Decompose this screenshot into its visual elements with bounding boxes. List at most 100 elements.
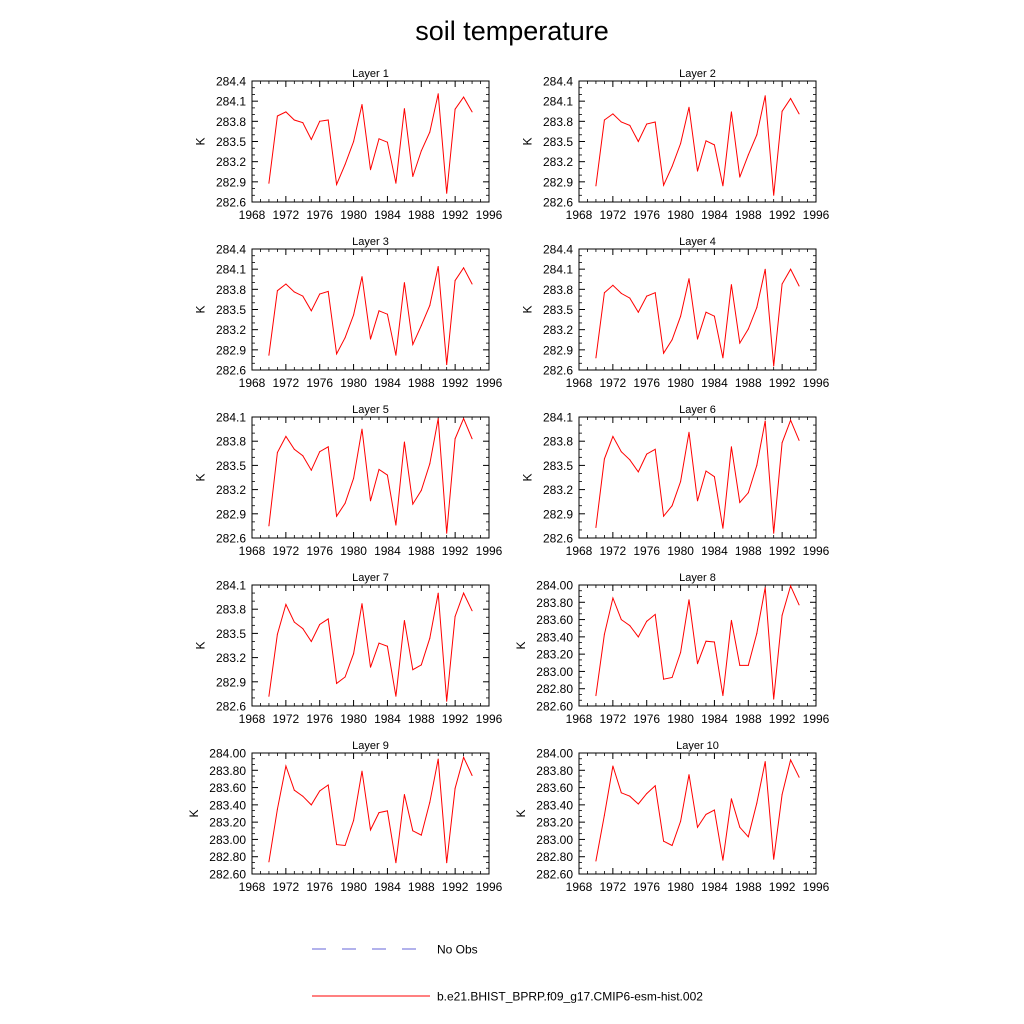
data-point: [268, 861, 270, 863]
panel-title: Layer 7: [352, 572, 389, 584]
x-tick-label: 1972: [273, 376, 300, 390]
data-point: [403, 620, 405, 621]
x-tick-label: 1996: [803, 544, 830, 558]
x-tick-label: 1988: [735, 376, 762, 390]
data-point: [713, 641, 715, 643]
data-point: [671, 845, 673, 846]
data-point: [403, 441, 405, 443]
data-point: [429, 305, 431, 306]
y-tick-label: 283.8: [543, 283, 573, 297]
x-tick-label: 1988: [735, 544, 762, 558]
data-point: [378, 310, 380, 312]
data-point: [612, 765, 614, 767]
y-tick-label: 283.20: [536, 816, 573, 830]
y-tick-label: 284.1: [216, 263, 246, 277]
data-point: [620, 619, 622, 621]
data-point: [378, 138, 380, 140]
data-point: [285, 111, 287, 113]
data-point: [781, 110, 783, 112]
y-tick-label: 284.00: [536, 579, 573, 593]
data-point: [403, 794, 405, 795]
panel-title: Layer 6: [679, 404, 716, 416]
y-tick-label: 283.2: [543, 323, 573, 337]
y-tick-label: 283.2: [216, 323, 246, 337]
data-point: [603, 119, 605, 121]
data-point: [454, 787, 456, 789]
data-point: [420, 150, 422, 152]
x-tick-label: 1972: [600, 208, 627, 222]
data-point: [420, 664, 422, 666]
chart-panel-2: Layer 2 1968 1972 1976 1980 1984 1988 1992 1996 2…: [521, 68, 830, 222]
data-point: [730, 446, 732, 448]
data-point: [781, 614, 783, 616]
y-tick-label: 284.4: [216, 243, 246, 257]
data-point: [629, 297, 631, 299]
data-point: [705, 470, 707, 472]
data-point: [276, 115, 278, 117]
y-tick-label: 282.6: [543, 532, 573, 546]
data-point: [310, 804, 312, 806]
y-tick-label: 283.40: [536, 798, 573, 812]
y-tick-label: 282.9: [216, 343, 246, 357]
x-tick-label: 1988: [408, 712, 435, 726]
y-tick-label: 283.2: [216, 483, 246, 497]
data-point: [370, 338, 371, 340]
data-point: [595, 527, 597, 528]
panel-title: Layer 10: [676, 740, 719, 752]
data-point: [730, 798, 732, 800]
data-point: [705, 640, 707, 642]
data-point: [764, 95, 766, 97]
data-point: [403, 282, 405, 284]
y-tick-label: 282.6: [543, 196, 573, 210]
data-point: [697, 663, 698, 665]
data-point: [730, 619, 732, 621]
data-point: [756, 134, 758, 136]
legend-label: No Obs: [437, 943, 478, 957]
data-point: [268, 182, 270, 184]
x-tick-label: 1988: [735, 712, 762, 726]
y-tick-label: 282.80: [536, 682, 573, 696]
y-tick-label: 283.5: [216, 135, 246, 149]
x-tick-label: 1968: [239, 880, 266, 894]
data-point: [781, 283, 783, 285]
data-point: [612, 113, 614, 115]
data-point: [790, 759, 792, 761]
data-point: [790, 419, 792, 421]
data-point: [276, 290, 278, 292]
data-point: [747, 492, 749, 494]
data-point: [336, 515, 338, 517]
data-point: [395, 695, 397, 697]
data-point: [680, 315, 682, 317]
data-point: [429, 801, 431, 803]
y-axis-label: K: [521, 137, 535, 145]
data-point: [395, 182, 397, 184]
x-tick-label: 1976: [306, 544, 333, 558]
data-point: [471, 610, 473, 612]
x-tick-label: 1972: [273, 880, 300, 894]
data-point: [302, 628, 304, 630]
panels-grid: Layer 1 1968 1972 1976 1980 1984 1988 1992 1996 2…: [187, 68, 830, 894]
y-tick-label: 282.6: [543, 364, 573, 378]
y-tick-label: 283.8: [216, 283, 246, 297]
data-point: [327, 618, 329, 620]
data-point: [412, 344, 414, 345]
x-tick-label: 1984: [701, 376, 728, 390]
data-point: [420, 489, 422, 491]
data-point: [437, 93, 439, 95]
data-point: [463, 96, 465, 98]
x-tick-label: 1968: [566, 880, 593, 894]
data-point: [302, 122, 304, 124]
data-point: [705, 311, 707, 313]
x-tick-label: 1980: [340, 880, 367, 894]
data-point: [395, 862, 397, 864]
y-tick-label: 283.5: [543, 135, 573, 149]
data-point: [654, 785, 656, 787]
data-point: [412, 669, 414, 671]
data-point: [739, 502, 741, 503]
y-tick-label: 283.8: [216, 115, 246, 129]
data-point: [454, 616, 456, 617]
data-point: [646, 453, 648, 455]
data-point: [680, 143, 682, 144]
data-point: [773, 532, 775, 534]
